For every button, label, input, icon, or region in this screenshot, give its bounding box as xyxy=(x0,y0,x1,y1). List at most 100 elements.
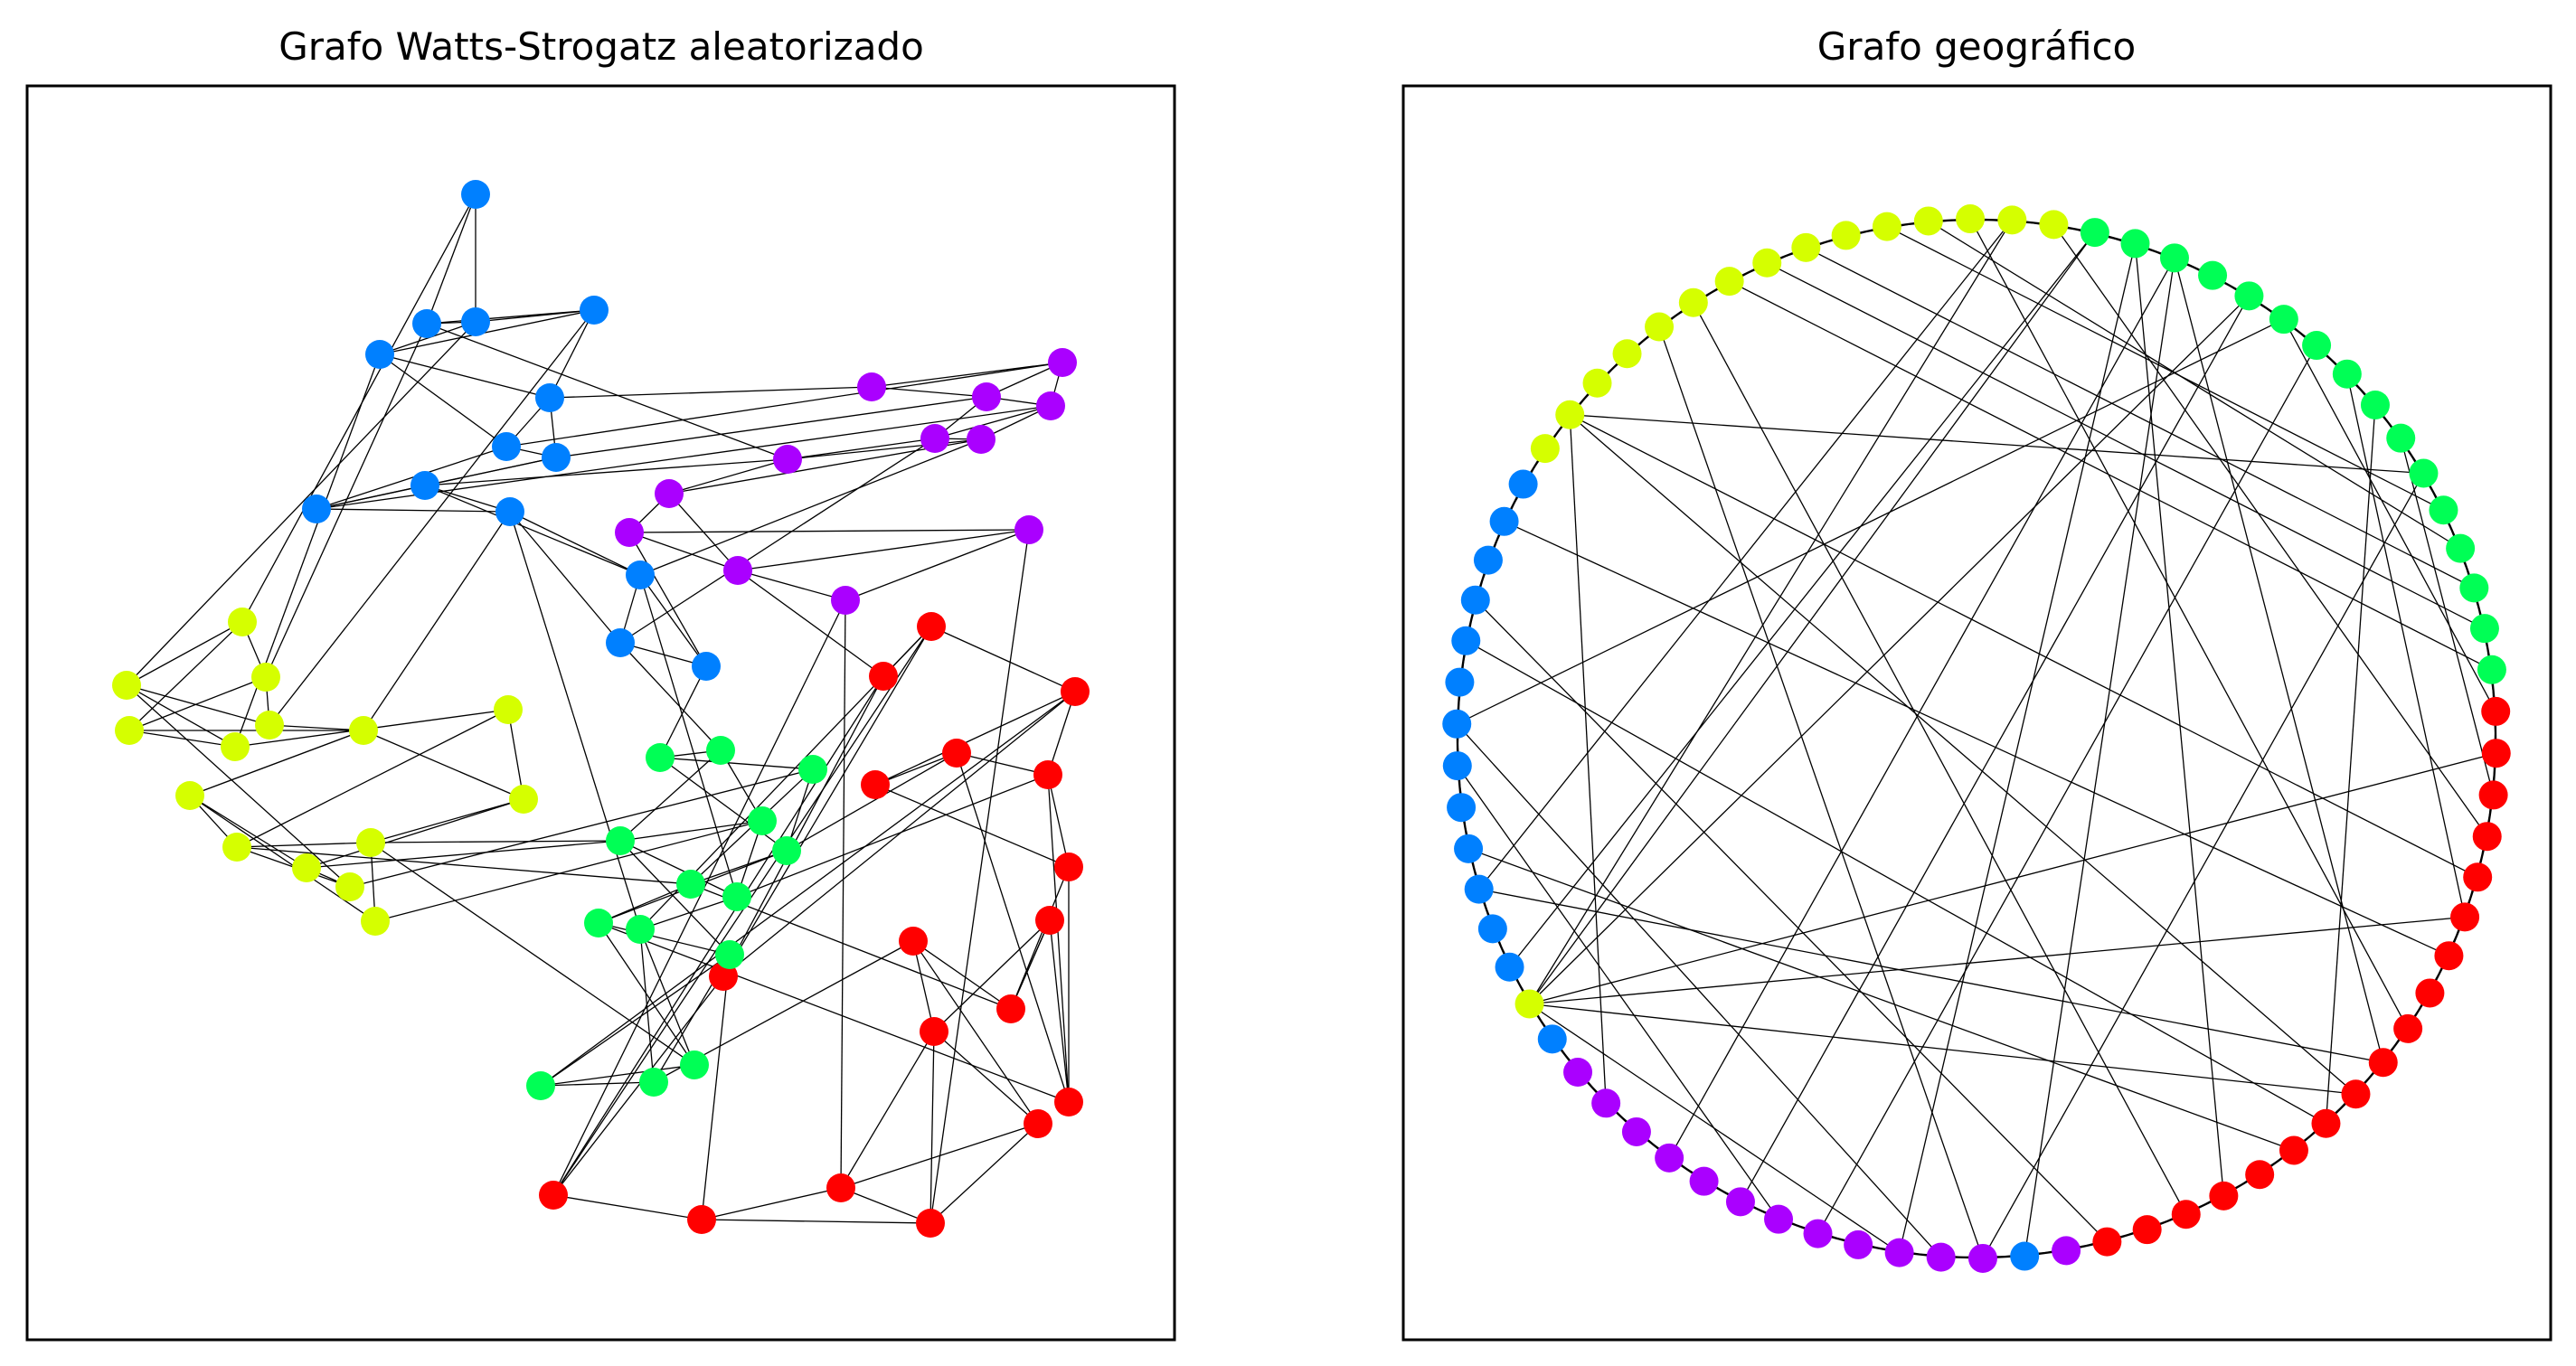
graph-edge xyxy=(619,820,763,842)
graph-node-green xyxy=(639,1068,668,1097)
edge-layer-watts-strogatz xyxy=(126,193,1076,1224)
graph-edge xyxy=(426,323,788,460)
graph-node-green xyxy=(676,870,705,899)
graph-node-red xyxy=(916,1209,945,1238)
graph-node-red xyxy=(861,770,890,799)
graph-edge xyxy=(370,798,524,843)
chord-edge xyxy=(1528,220,2013,1004)
graph-node-blue xyxy=(365,340,394,369)
graph-node-red xyxy=(899,927,928,956)
graph-node-red xyxy=(1024,1109,1052,1138)
graph-edge xyxy=(552,675,884,1196)
graph-edge xyxy=(540,1064,695,1087)
graph-node-green xyxy=(798,755,827,784)
chord-edge xyxy=(2325,404,2376,1124)
graph-edge xyxy=(189,795,376,922)
graph-edge xyxy=(722,691,1076,977)
graph-node-p xyxy=(1803,1219,1833,1248)
graph-node-blue xyxy=(302,495,331,523)
graph-node-red xyxy=(920,1017,948,1046)
graph-node-g xyxy=(2360,390,2390,419)
graph-node-p xyxy=(1884,1238,1914,1267)
graph-edge xyxy=(722,675,884,977)
graph-node-green xyxy=(584,909,613,937)
graph-edge xyxy=(540,1081,655,1087)
graph-node-b xyxy=(1464,874,1494,904)
chord-edge xyxy=(1457,765,1779,1220)
panel-title-geographic: Grafo geográfico xyxy=(1817,24,2137,69)
graph-node-y xyxy=(1791,232,1821,262)
graph-node-y xyxy=(1612,339,1642,369)
graph-edge xyxy=(426,193,477,325)
graph-edge xyxy=(871,362,1063,388)
graph-edge xyxy=(1049,919,1070,1103)
graph-node-g xyxy=(2386,423,2416,453)
node-layer-geographic xyxy=(1442,204,2511,1273)
graph-node-green xyxy=(722,882,751,911)
chord-edge xyxy=(1969,218,2409,1030)
graph-edge xyxy=(509,511,641,576)
graph-edge xyxy=(363,730,524,800)
graph-node-green xyxy=(526,1071,555,1100)
chord-edge xyxy=(1886,226,2444,511)
graph-edge xyxy=(126,621,243,686)
graph-edge xyxy=(379,309,595,355)
graph-node-purple xyxy=(831,586,860,615)
graph-node-yellow xyxy=(222,833,251,862)
graph-edge xyxy=(1047,691,1076,776)
graph-edge xyxy=(236,709,509,848)
graph-node-p xyxy=(1926,1242,1956,1272)
graph-node-purple xyxy=(857,372,886,401)
graph-node-b xyxy=(2010,1241,2040,1271)
graph-node-r xyxy=(2478,780,2508,810)
graph-node-y xyxy=(1514,989,1544,1019)
graph-edge xyxy=(668,458,788,495)
graph-edge xyxy=(933,1031,1039,1125)
graph-edge xyxy=(956,752,1049,776)
panel-frame-watts-strogatz xyxy=(25,84,1176,1342)
graph-edge xyxy=(540,954,731,1087)
graph-edge xyxy=(126,321,477,686)
chord-edge xyxy=(1529,1003,2356,1095)
graph-node-y xyxy=(1678,287,1708,317)
graph-edge xyxy=(370,840,621,843)
panel-title-watts-strogatz: Grafo Watts-Strogatz aleatorizado xyxy=(278,24,924,69)
graph-node-blue xyxy=(461,180,490,209)
graph-edge xyxy=(874,691,1076,786)
graph-edge xyxy=(552,599,846,1196)
graph-edge xyxy=(128,730,236,748)
graph-edge xyxy=(619,438,936,644)
graph-node-r xyxy=(2481,739,2511,768)
chord-edge xyxy=(2174,258,2384,1063)
graph-node-b xyxy=(1473,545,1503,575)
graph-node-p xyxy=(2052,1236,2081,1266)
graph-node-blue xyxy=(580,296,609,325)
chord-edge xyxy=(2346,373,2466,918)
graph-node-red xyxy=(942,739,971,768)
graph-node-y xyxy=(1831,221,1861,250)
graph-edge xyxy=(189,795,307,869)
graph-node-g xyxy=(2080,218,2109,248)
graph-edge xyxy=(639,896,738,930)
chord-edge xyxy=(1529,295,2250,1004)
graph-node-g xyxy=(2120,229,2150,259)
graph-node-y xyxy=(1752,248,1782,278)
graph-edge xyxy=(701,1187,842,1220)
graph-edge xyxy=(619,840,731,956)
graph-node-b xyxy=(1454,834,1484,863)
graph-edge xyxy=(316,446,507,510)
chord-edge xyxy=(1982,473,2425,1259)
graph-node-g xyxy=(2234,281,2264,311)
graph-node-y xyxy=(1582,368,1612,398)
graph-edge xyxy=(426,309,595,325)
chord-edge xyxy=(1456,318,2285,725)
graph-edge xyxy=(189,730,364,796)
graph-node-red xyxy=(869,662,898,691)
chord-edge xyxy=(2400,438,2495,796)
chord-edge xyxy=(2283,318,2496,712)
graph-node-r xyxy=(2368,1048,2398,1078)
graph-edge xyxy=(598,922,695,1066)
graph-node-g xyxy=(2429,495,2458,525)
graph-edge xyxy=(659,757,788,852)
graph-node-red xyxy=(709,962,738,991)
